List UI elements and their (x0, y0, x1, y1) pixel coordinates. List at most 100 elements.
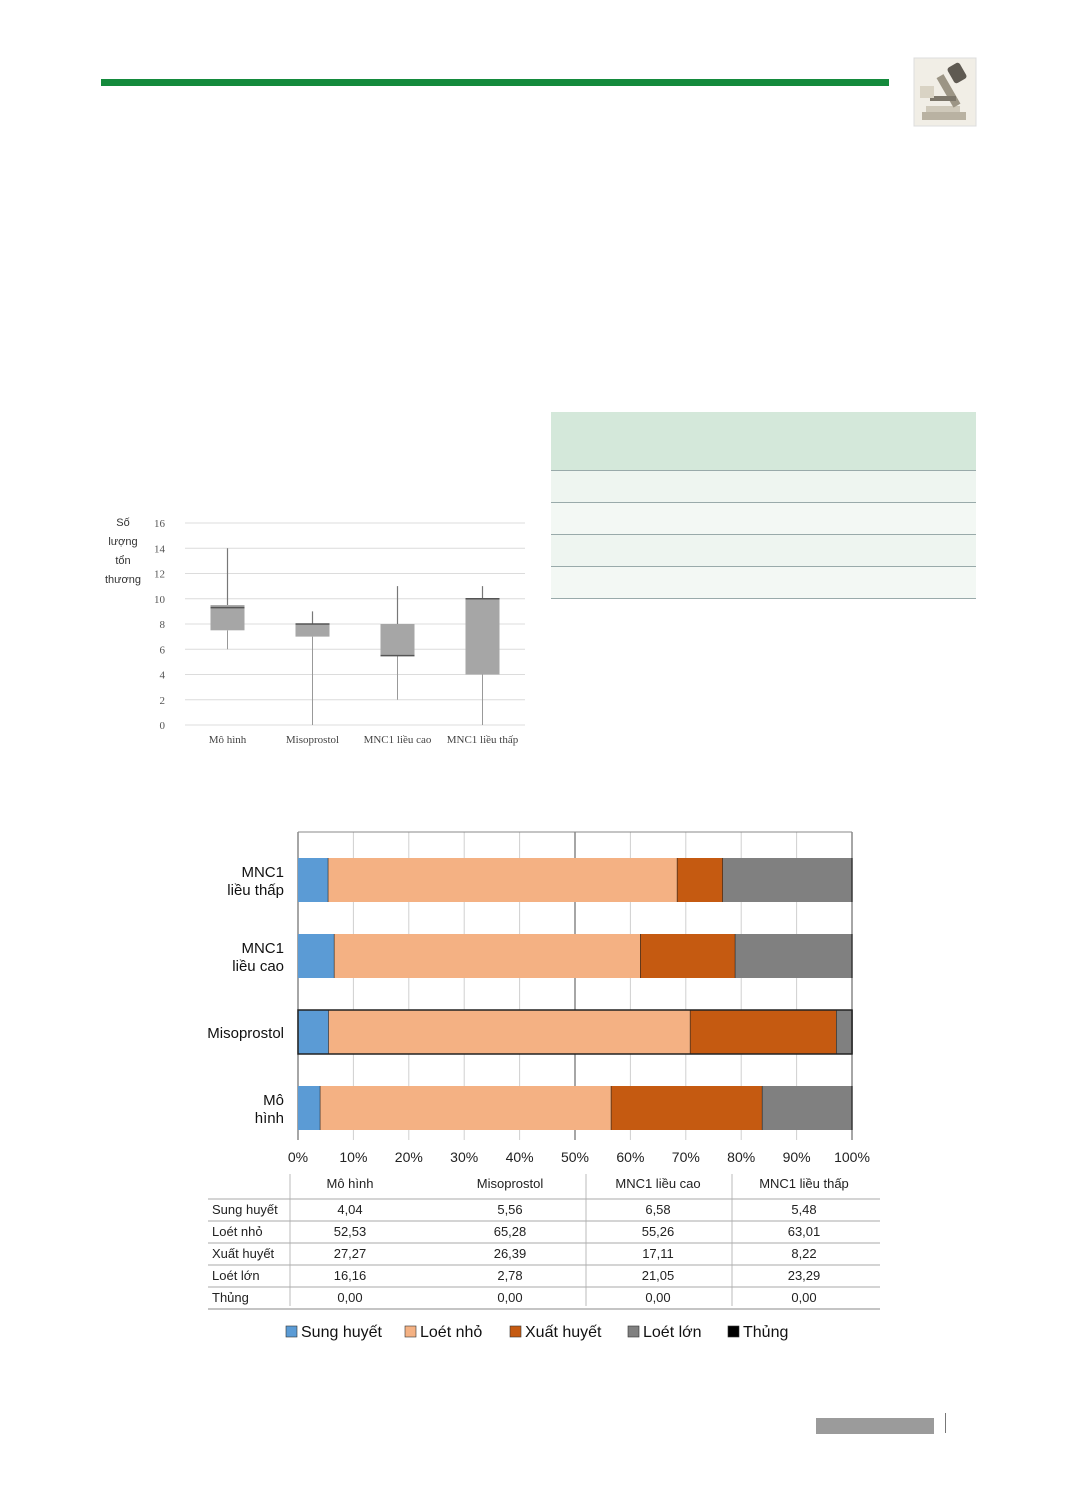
stacked-bar-chart: 0% 10% 20% 30% 40% 50% 60% 70% 80% 90% 100%MNC1liề… (207, 831, 880, 1341)
table-cell: 5,56 (497, 1202, 522, 1217)
table-cell: 55,26 (642, 1224, 675, 1239)
bar-segment (690, 1010, 837, 1054)
bar-segment (328, 858, 678, 902)
table-cell: 52,53 (334, 1224, 367, 1239)
footer-divider (945, 1413, 946, 1433)
y-tick-label: 0 (160, 720, 166, 732)
y-tick-label-line2: hình (255, 1110, 284, 1127)
table-cell: 0,00 (645, 1290, 670, 1305)
y-tick-label: 10 (154, 594, 166, 606)
table-column-header: MNC1 liều cao (615, 1176, 700, 1191)
header-rule (101, 79, 889, 86)
x-tick-label: 60% (616, 1149, 644, 1165)
bar-segment (640, 934, 736, 978)
x-tick-label: 30% (450, 1149, 478, 1165)
table-cell: 6,58 (645, 1202, 670, 1217)
x-tick-label: Misoprostol (286, 734, 339, 746)
box (210, 605, 245, 631)
y-tick-label-line1: MNC1 (241, 940, 284, 957)
table-row-label: Xuất huyết (212, 1246, 275, 1261)
bar-segment (762, 1086, 852, 1130)
table-cell: 0,00 (337, 1290, 362, 1305)
table-cell: 65,28 (494, 1224, 527, 1239)
y-tick-label: 12 (154, 569, 165, 581)
table-cell: 5,48 (791, 1202, 816, 1217)
y-label-line: Số (116, 517, 130, 529)
x-tick-label: 70% (672, 1149, 700, 1165)
boxplot-chart: 0 2 4 6 8 10 12 14 16 Mô hình Misoprostol MNC1 liều… (154, 518, 525, 746)
x-tick-label: MNC1 liều cao (364, 734, 432, 746)
bar-segment (611, 1086, 763, 1130)
bar-segment (320, 1086, 612, 1130)
legend-swatch (285, 1325, 298, 1338)
bar-outline (297, 1009, 853, 1055)
y-tick-label: 2 (160, 695, 166, 707)
x-tick-label: 20% (395, 1149, 423, 1165)
legend-swatch (509, 1325, 522, 1338)
y-tick-label-line2: liều thấp (227, 882, 284, 899)
table-cell: 63,01 (788, 1224, 821, 1239)
footer-bar (816, 1418, 934, 1434)
table-cell: 16,16 (334, 1268, 367, 1283)
y-tick-label: 8 (160, 619, 166, 631)
y-tick-label-line2: liều cao (232, 958, 284, 975)
bar-segment (735, 934, 852, 978)
table-cell: 23,29 (788, 1268, 821, 1283)
empty-table (551, 412, 976, 599)
bar-segment (334, 934, 641, 978)
x-tick-label: 0% (288, 1149, 308, 1165)
box (380, 624, 415, 656)
y-tick-label: 14 (154, 543, 166, 555)
x-tick-label: 40% (506, 1149, 534, 1165)
table-row (551, 567, 976, 599)
table-row-label: Loét lớn (212, 1268, 260, 1283)
x-tick-label: 100% (834, 1149, 870, 1165)
legend-label: Loét nhỏ (420, 1324, 482, 1341)
x-tick-label: 10% (339, 1149, 367, 1165)
table-cell: 8,22 (791, 1246, 816, 1261)
x-tick-label: 80% (727, 1149, 755, 1165)
table-cell: 26,39 (494, 1246, 527, 1261)
x-tick-label: Mô hình (209, 734, 247, 746)
table-cell: 2,78 (497, 1268, 522, 1283)
bar-segment (677, 858, 723, 902)
bar-segment (298, 1010, 329, 1054)
bar-segment (722, 858, 852, 902)
table-column-header: Mô hình (327, 1176, 374, 1191)
y-label-line: thương (105, 574, 141, 586)
legend-swatch (727, 1325, 740, 1338)
table-column-header: Misoprostol (477, 1176, 544, 1191)
table-row-label: Thủng (212, 1290, 249, 1305)
box (465, 598, 500, 675)
x-tick-label: 90% (783, 1149, 811, 1165)
table-cell: 0,00 (791, 1290, 816, 1305)
bar-segment (298, 1086, 321, 1130)
y-tick-label: Misoprostol (207, 1025, 284, 1042)
boxplot-y-axis-label: Số lượng tổn thương (100, 514, 146, 590)
bar-segment (298, 934, 335, 978)
y-tick-label: 16 (154, 518, 166, 530)
y-label-line: lượng (108, 536, 138, 548)
table-cell: 21,05 (642, 1268, 675, 1283)
microscope-icon (913, 57, 977, 127)
table-cell: 27,27 (334, 1246, 367, 1261)
bar-segment (298, 858, 329, 902)
table-row (551, 471, 976, 503)
table-cell: 17,11 (642, 1246, 674, 1261)
y-tick-label-line1: MNC1 (241, 864, 284, 881)
legend-label: Loét lớn (643, 1324, 702, 1341)
bar-segment (328, 1010, 691, 1054)
x-tick-label: MNC1 liều thấp (447, 734, 519, 746)
table-row-label: Sung huyết (212, 1202, 278, 1217)
table-row-label: Loét nhỏ (212, 1224, 263, 1239)
legend-label: Xuất huyết (525, 1324, 602, 1341)
legend-swatch (627, 1325, 640, 1338)
legend-label: Sung huyết (301, 1324, 383, 1341)
y-tick-label-line1: Mô (263, 1092, 284, 1109)
legend-swatch (404, 1325, 417, 1338)
table-row (551, 535, 976, 567)
table-cell: 0,00 (497, 1290, 522, 1305)
y-label-line: tổn (115, 555, 131, 567)
table-column-header: MNC1 liều thấp (759, 1176, 849, 1191)
y-tick-label: 4 (160, 670, 166, 682)
